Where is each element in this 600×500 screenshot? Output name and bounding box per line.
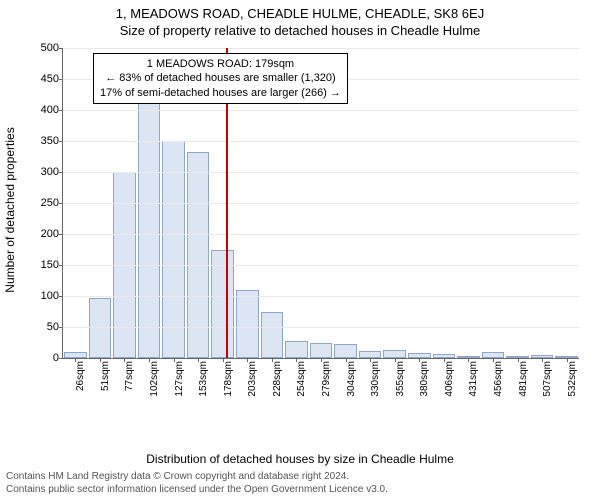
grid-line [63, 172, 579, 173]
xtick-label: 355sqm [395, 361, 406, 397]
annotation-line: 1 MEADOWS ROAD: 179sqm [100, 57, 341, 71]
ytick-mark [59, 203, 63, 204]
ytick-label: 150 [29, 259, 59, 271]
xtick-label: 77sqm [124, 361, 135, 391]
bar [236, 290, 259, 358]
annotation-line: ← 83% of detached houses are smaller (1,… [100, 71, 341, 85]
grid-line [63, 234, 579, 235]
ytick-label: 400 [29, 104, 59, 116]
annotation-line: 17% of semi-detached houses are larger (… [100, 86, 341, 100]
bar [359, 351, 382, 358]
ytick-mark [59, 79, 63, 80]
xtick-label: 380sqm [419, 361, 430, 397]
ytick-label: 300 [29, 166, 59, 178]
xtick-label: 431sqm [468, 361, 479, 397]
ytick-label: 250 [29, 197, 59, 209]
ytick-mark [59, 141, 63, 142]
ytick-label: 0 [29, 352, 59, 364]
grid-line [63, 327, 579, 328]
xtick-label: 254sqm [296, 361, 307, 397]
x-axis-label: Distribution of detached houses by size … [0, 452, 600, 466]
grid-line [63, 110, 579, 111]
xtick-label: 456sqm [493, 361, 504, 397]
annotation-box: 1 MEADOWS ROAD: 179sqm← 83% of detached … [93, 53, 348, 104]
grid-line [63, 296, 579, 297]
ytick-label: 100 [29, 290, 59, 302]
xtick-label: 203sqm [247, 361, 258, 397]
xtick-label: 153sqm [198, 361, 209, 397]
plot-area: 05010015020025030035040045050026sqm51sqm… [62, 48, 579, 359]
grid-line [63, 48, 579, 49]
xtick-label: 127sqm [174, 361, 185, 397]
xtick-label: 279sqm [321, 361, 332, 397]
xtick-label: 304sqm [346, 361, 357, 397]
xtick-label: 228sqm [272, 361, 283, 397]
ytick-mark [59, 327, 63, 328]
page-subtitle: Size of property relative to detached ho… [0, 21, 600, 38]
xtick-label: 507sqm [542, 361, 553, 397]
bar [261, 312, 284, 359]
ytick-mark [59, 265, 63, 266]
footer-attribution: Contains HM Land Registry data © Crown c… [6, 470, 388, 496]
xtick-label: 532sqm [567, 361, 578, 397]
xtick-label: 102sqm [149, 361, 160, 397]
ytick-mark [59, 48, 63, 49]
page-title-address: 1, MEADOWS ROAD, CHEADLE HULME, CHEADLE,… [0, 0, 600, 21]
ytick-mark [59, 172, 63, 173]
bar [162, 141, 185, 358]
ytick-label: 450 [29, 73, 59, 85]
xtick-label: 178sqm [223, 361, 234, 397]
ytick-label: 350 [29, 135, 59, 147]
ytick-mark [59, 358, 63, 359]
ytick-label: 50 [29, 321, 59, 333]
grid-line [63, 141, 579, 142]
bar [310, 343, 333, 359]
bar [383, 350, 406, 358]
chart-area: 05010015020025030035040045050026sqm51sqm… [62, 48, 578, 418]
xtick-label: 26sqm [75, 361, 86, 391]
footer-line-1: Contains HM Land Registry data © Crown c… [6, 470, 388, 483]
xtick-label: 406sqm [444, 361, 455, 397]
grid-line [63, 203, 579, 204]
grid-line [63, 265, 579, 266]
xtick-label: 51sqm [100, 361, 111, 391]
ytick-label: 500 [29, 42, 59, 54]
footer-line-2: Contains public sector information licen… [6, 483, 388, 496]
ytick-mark [59, 110, 63, 111]
y-axis-label: Number of detached properties [3, 127, 17, 292]
ytick-label: 200 [29, 228, 59, 240]
bar [285, 341, 308, 358]
bar [334, 344, 357, 358]
xtick-label: 481sqm [518, 361, 529, 397]
xtick-label: 330sqm [370, 361, 381, 397]
ytick-mark [59, 234, 63, 235]
ytick-mark [59, 296, 63, 297]
